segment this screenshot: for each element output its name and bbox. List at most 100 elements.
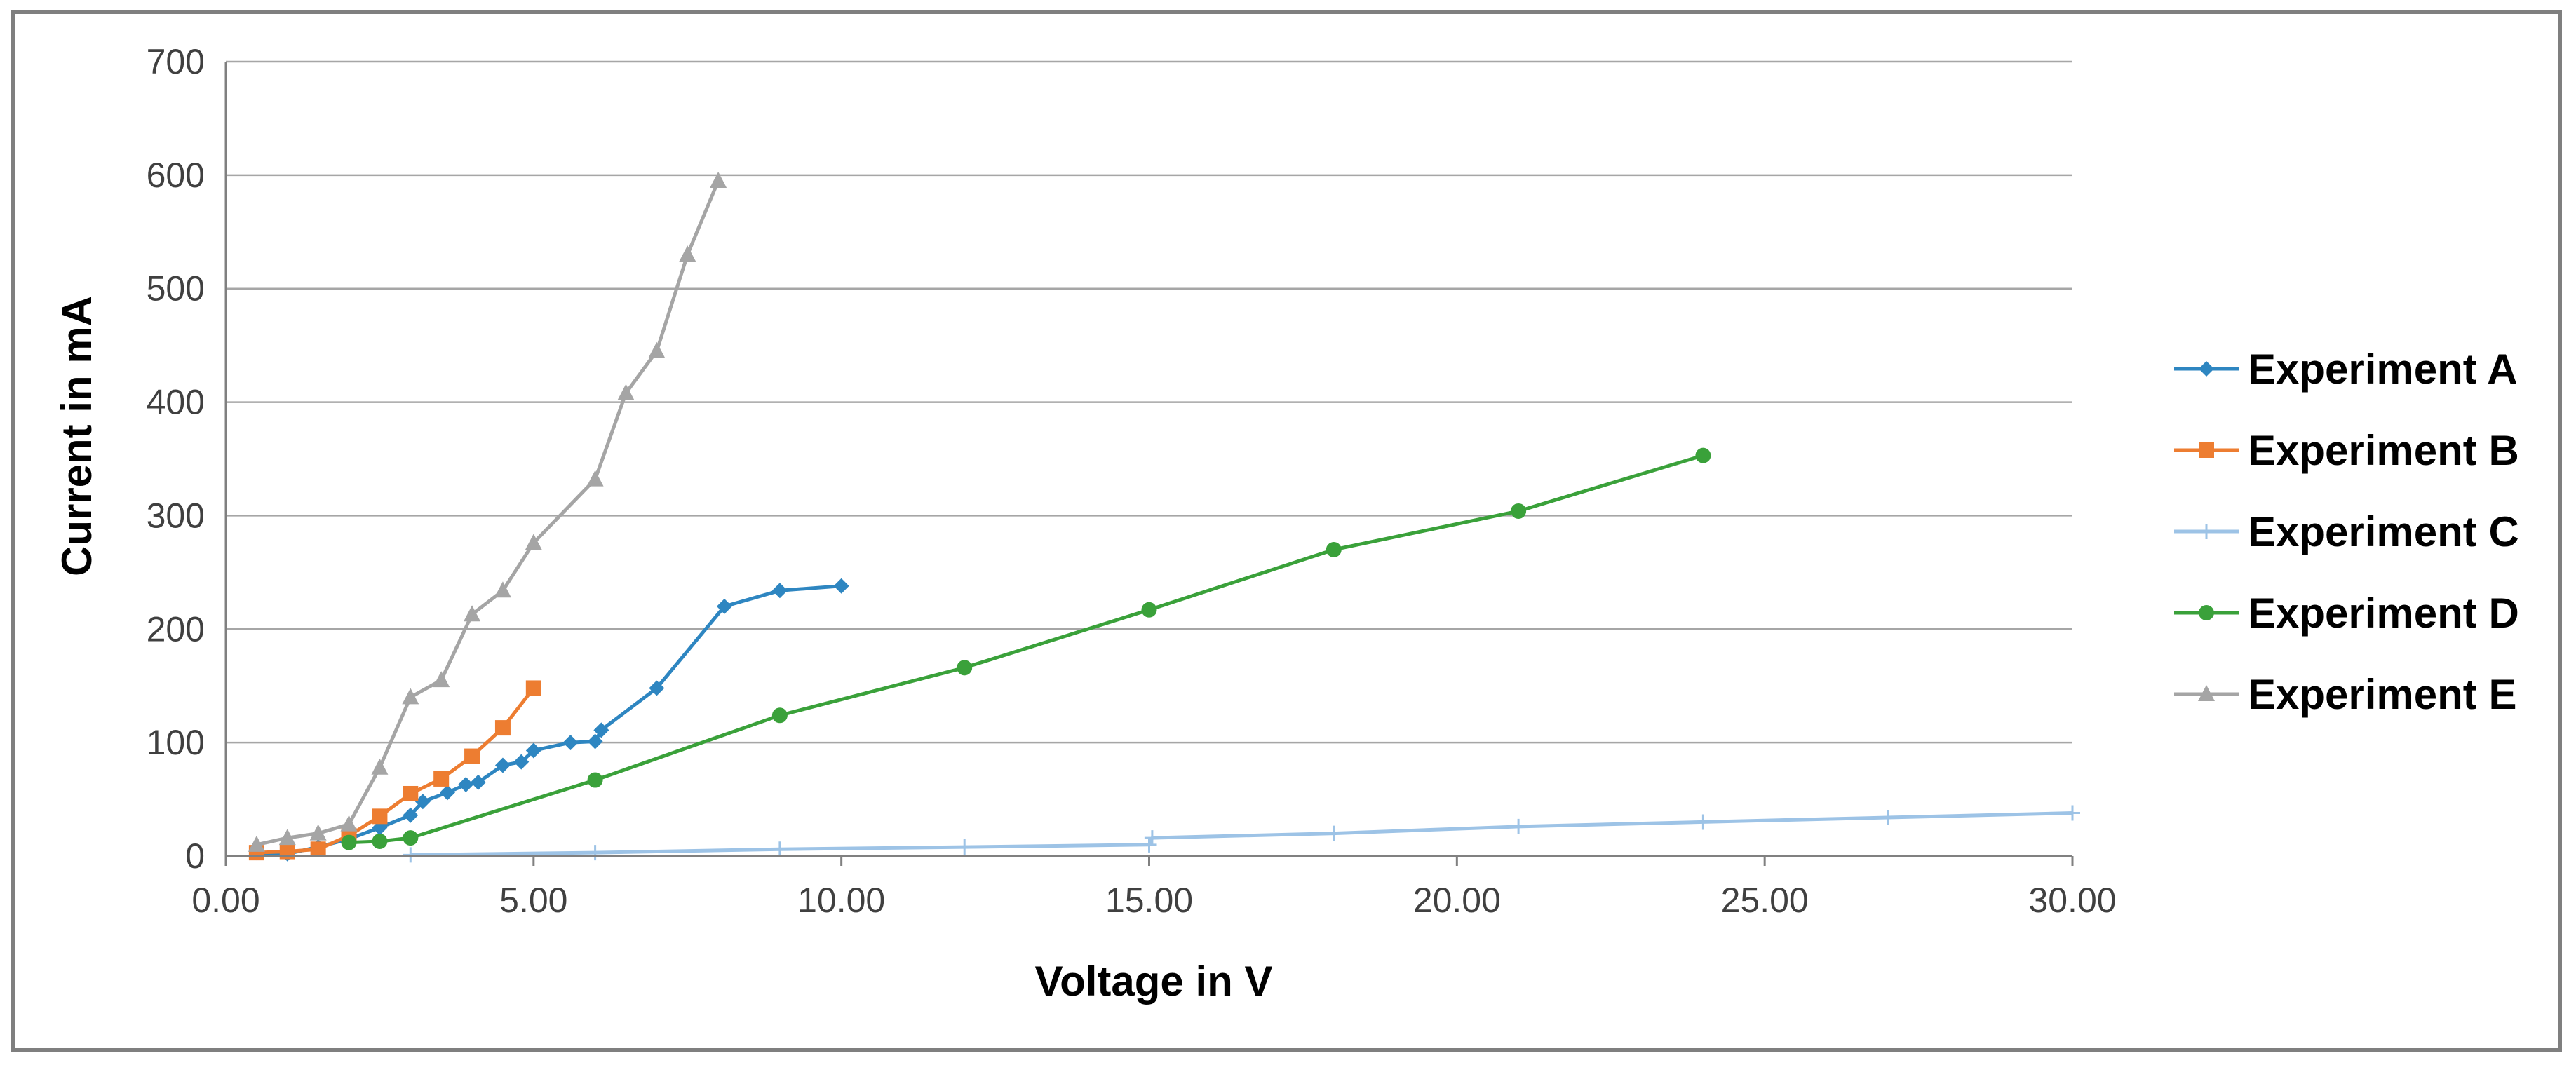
gridlines bbox=[226, 60, 2072, 744]
data-point-experiment-b bbox=[372, 808, 388, 825]
series-line-experiment-b bbox=[256, 686, 535, 855]
y-tick-label: 300 bbox=[147, 496, 205, 535]
series-experiment-c bbox=[403, 805, 2080, 863]
data-point-experiment-b bbox=[403, 785, 419, 801]
legend-marker-experiment-d bbox=[2199, 605, 2214, 620]
data-point-experiment-d bbox=[957, 660, 973, 676]
data-point-experiment-c bbox=[957, 839, 973, 855]
legend-marker-experiment-b bbox=[2199, 442, 2214, 458]
data-point-experiment-d bbox=[372, 833, 388, 849]
data-point-experiment-c bbox=[1511, 818, 1527, 834]
data-point-experiment-d bbox=[771, 707, 788, 724]
data-point-experiment-d bbox=[1326, 541, 1342, 557]
series-experiment-e bbox=[248, 171, 727, 852]
series-experiment-d bbox=[341, 447, 1711, 850]
data-point-experiment-e bbox=[648, 341, 666, 358]
data-point-experiment-e bbox=[586, 470, 604, 487]
data-point-experiment-c bbox=[1695, 814, 1711, 830]
series-line-experiment-a bbox=[256, 584, 842, 856]
legend-item-experiment-a: Experiment A bbox=[2174, 346, 2518, 393]
legend-label: Experiment B bbox=[2248, 427, 2519, 474]
y-tick-label: 100 bbox=[147, 723, 205, 762]
data-point-experiment-e bbox=[525, 534, 542, 550]
data-point-experiment-c bbox=[1141, 836, 1157, 853]
data-point-experiment-e bbox=[433, 671, 450, 688]
legend-item-experiment-b: Experiment B bbox=[2174, 427, 2519, 474]
legend-item-experiment-d: Experiment D bbox=[2174, 590, 2519, 637]
data-point-experiment-a bbox=[403, 807, 419, 823]
data-point-experiment-a bbox=[833, 578, 849, 594]
y-tick-label: 400 bbox=[147, 383, 205, 422]
data-point-experiment-e bbox=[679, 245, 696, 262]
x-tick-label: 25.00 bbox=[1721, 881, 1809, 920]
data-point-experiment-d bbox=[1695, 447, 1711, 463]
data-point-experiment-d bbox=[403, 830, 419, 846]
data-point-experiment-b bbox=[464, 748, 480, 764]
data-point-experiment-a bbox=[649, 680, 665, 696]
y-tick-label: 600 bbox=[147, 156, 205, 195]
data-point-experiment-b bbox=[433, 771, 450, 787]
x-tick-label: 20.00 bbox=[1413, 881, 1501, 920]
data-point-experiment-d bbox=[1511, 503, 1527, 519]
data-point-experiment-a bbox=[587, 733, 603, 749]
y-tick-label: 0 bbox=[185, 836, 205, 876]
legend-item-experiment-e: Experiment E bbox=[2174, 671, 2516, 718]
data-point-experiment-a bbox=[525, 742, 541, 759]
data-point-experiment-e bbox=[402, 688, 419, 705]
data-point-experiment-c bbox=[587, 845, 603, 861]
chart-frame bbox=[11, 10, 2562, 1052]
data-point-experiment-c bbox=[1144, 830, 1160, 846]
data-point-experiment-d bbox=[1141, 602, 1157, 618]
data-point-experiment-e bbox=[371, 758, 389, 775]
x-axis-title: Voltage in V bbox=[1035, 958, 1273, 1005]
data-point-experiment-b bbox=[310, 841, 326, 857]
y-axis-title: Current in mA bbox=[53, 296, 100, 576]
y-tick-label: 700 bbox=[147, 42, 205, 81]
data-point-experiment-a bbox=[771, 583, 788, 599]
x-tick-label: 0.00 bbox=[191, 881, 259, 920]
data-point-experiment-c bbox=[1880, 809, 1896, 825]
data-point-experiment-a bbox=[513, 754, 530, 770]
data-point-experiment-a bbox=[494, 757, 511, 773]
data-point-experiment-e bbox=[309, 824, 327, 841]
data-point-experiment-a bbox=[562, 735, 579, 751]
x-tick-label: 30.00 bbox=[2028, 881, 2116, 920]
legend-label: Experiment A bbox=[2248, 346, 2518, 393]
data-point-experiment-a bbox=[716, 598, 732, 614]
legend: Experiment A Experiment B Experiment C Expe… bbox=[2174, 346, 2519, 718]
data-point-experiment-e bbox=[494, 581, 511, 598]
data-point-experiment-c bbox=[403, 847, 419, 863]
legend-marker-experiment-a bbox=[2199, 361, 2214, 377]
data-point-experiment-a bbox=[458, 777, 474, 793]
series-line-experiment-d bbox=[349, 454, 1704, 845]
data-point-experiment-d bbox=[587, 772, 603, 788]
series-experiment-a bbox=[248, 578, 849, 862]
legend-marker-experiment-c bbox=[2199, 524, 2214, 539]
x-tick-label: 5.00 bbox=[499, 881, 567, 920]
series-line-experiment-c bbox=[410, 811, 2073, 857]
y-tick-label: 500 bbox=[147, 269, 205, 308]
legend-marker-experiment-e bbox=[2198, 685, 2215, 701]
y-tick-label: 200 bbox=[147, 609, 205, 649]
data-point-experiment-e bbox=[278, 829, 296, 846]
data-point-experiment-c bbox=[1326, 825, 1342, 841]
series-line-experiment-e bbox=[256, 180, 720, 847]
data-point-experiment-c bbox=[2065, 805, 2080, 821]
data-point-experiment-b bbox=[525, 680, 541, 696]
data-point-experiment-e bbox=[340, 815, 358, 832]
legend-item-experiment-c: Experiment C bbox=[2174, 508, 2519, 555]
legend-label: Experiment D bbox=[2248, 590, 2519, 637]
data-point-experiment-d bbox=[341, 834, 357, 850]
data-point-experiment-e bbox=[248, 835, 265, 852]
data-point-experiment-e bbox=[464, 605, 481, 622]
legend-label: Experiment E bbox=[2248, 671, 2516, 718]
data-point-experiment-a bbox=[414, 794, 431, 810]
series-layer bbox=[248, 171, 2080, 863]
data-point-experiment-e bbox=[710, 171, 727, 188]
legend-label: Experiment C bbox=[2248, 508, 2519, 555]
data-point-experiment-e bbox=[617, 384, 635, 400]
data-point-experiment-a bbox=[593, 722, 609, 738]
axes: Voltage in V Current in mA 0 100 200 300 400… bbox=[53, 42, 2117, 1005]
x-tick-label: 10.00 bbox=[797, 881, 885, 920]
